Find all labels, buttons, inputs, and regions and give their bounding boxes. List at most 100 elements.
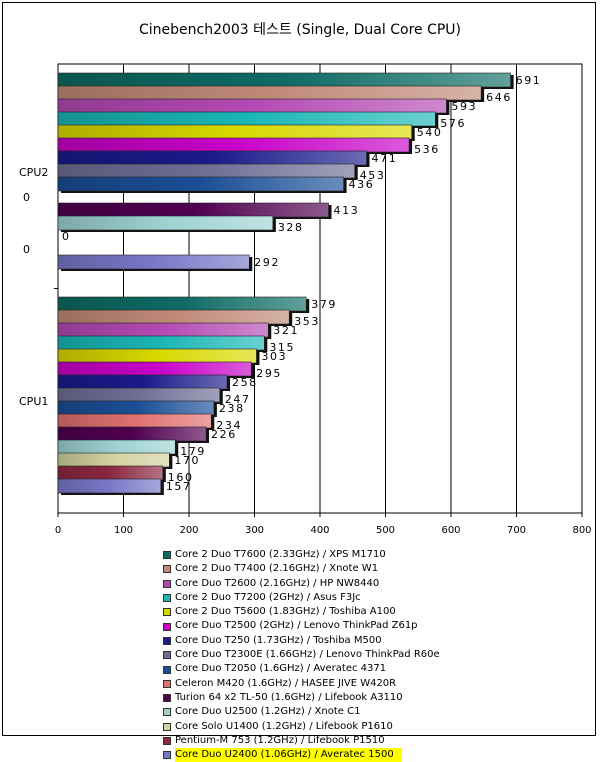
data-label: 247 bbox=[225, 393, 251, 406]
x-tick-label: 0 bbox=[55, 525, 61, 536]
legend-swatch bbox=[163, 737, 171, 745]
legend-swatch bbox=[163, 679, 171, 688]
legend-item: Core 2 Duo T7600 (2.33GHz) / XPS M1710 bbox=[163, 548, 463, 562]
legend-item: Core 2 Duo T7200 (2GHz) / Asus F3Jc bbox=[163, 591, 463, 605]
data-label: 576 bbox=[440, 117, 466, 130]
legend-swatch bbox=[163, 651, 171, 660]
legend-label: Pentium-M 753 (1.2GHz) / Lifebook P1510 bbox=[175, 734, 385, 746]
bar bbox=[57, 202, 329, 218]
legend-swatch bbox=[163, 751, 171, 760]
legend-swatch bbox=[163, 608, 171, 617]
legend-item: Core Duo U2400 (1.06GHz) / Averatec 1500 bbox=[163, 748, 463, 762]
data-label: 646 bbox=[486, 91, 512, 104]
bar bbox=[57, 176, 344, 192]
bar bbox=[57, 426, 207, 442]
legend-item: Core Solo U1400 (1.2GHz) / Lifebook P161… bbox=[163, 720, 463, 734]
legend-swatch bbox=[163, 579, 171, 588]
legend-label: Core Duo T250 (1.73GHz) / Toshiba M500 bbox=[175, 634, 382, 646]
bar bbox=[57, 254, 250, 270]
data-label: 540 bbox=[417, 126, 443, 139]
bar bbox=[57, 361, 252, 377]
legend-label: Core Duo U2400 (1.06GHz) / Averatec 1500 bbox=[175, 748, 402, 762]
legend-swatch bbox=[163, 551, 171, 560]
x-tick-label: 700 bbox=[507, 525, 526, 536]
legend-item: Turion 64 x2 TL-50 (1.6GHz) / Lifebook A… bbox=[163, 691, 463, 705]
chart-title: Cinebench2003 테스트 (Single, Dual Core CPU… bbox=[138, 22, 462, 38]
bar bbox=[57, 124, 413, 140]
legend-item: Core Duo T2050 (1.6GHz) / Averatec 4371 bbox=[163, 662, 463, 676]
data-label: 436 bbox=[349, 178, 375, 191]
bar bbox=[57, 335, 265, 351]
data-label: 691 bbox=[516, 74, 542, 87]
data-label: 179 bbox=[180, 445, 206, 458]
legend-label: Core Duo T2050 (1.6GHz) / Averatec 4371 bbox=[175, 663, 387, 675]
x-tick-label: 400 bbox=[310, 525, 329, 536]
legend-item: Pentium-M 753 (1.2GHz) / Lifebook P1510 bbox=[163, 734, 463, 748]
bar bbox=[57, 387, 221, 403]
bar bbox=[57, 111, 436, 127]
bar bbox=[57, 413, 212, 429]
legend-label: Core Duo T2500 (2GHz) / Lenovo ThinkPad … bbox=[175, 620, 418, 632]
bar bbox=[57, 98, 447, 114]
data-label: 315 bbox=[269, 341, 295, 354]
data-label: 353 bbox=[294, 315, 320, 328]
bar bbox=[57, 72, 511, 88]
x-tick-label: 300 bbox=[245, 525, 264, 536]
data-label: 536 bbox=[414, 143, 440, 156]
data-label-zero: 0 bbox=[23, 191, 32, 204]
data-label: 170 bbox=[174, 454, 200, 467]
chart-legend: Core 2 Duo T7600 (2.33GHz) / XPS M1710 Co… bbox=[163, 548, 463, 762]
legend-item: Celeron M420 (1.6GHz) / HASEE JIVE W420R bbox=[163, 677, 463, 691]
bar bbox=[57, 439, 176, 455]
legend-item: Core Duo T2500 (2GHz) / Lenovo ThinkPad … bbox=[163, 619, 463, 633]
data-label-zero: 0 bbox=[62, 230, 71, 243]
x-tick-label: 600 bbox=[441, 525, 460, 536]
category-label: CPU2 bbox=[19, 166, 48, 179]
data-label: 295 bbox=[256, 367, 282, 380]
legend-item: Core Duo T2300E (1.66GHz) / Lenovo Think… bbox=[163, 648, 463, 662]
legend-item: Core Duo T2600 (2.16GHz) / HP NW8440 bbox=[163, 577, 463, 591]
bar bbox=[57, 150, 367, 166]
legend-item: Core 2 Duo T5600 (1.83GHz) / Toshiba A10… bbox=[163, 605, 463, 619]
bar bbox=[57, 322, 269, 338]
legend-label: Core 2 Duo T7600 (2.33GHz) / XPS M1710 bbox=[175, 549, 386, 560]
bar bbox=[57, 137, 410, 153]
legend-item: Core Duo T250 (1.73GHz) / Toshiba M500 bbox=[163, 634, 463, 648]
legend-swatch bbox=[163, 594, 171, 603]
bar bbox=[57, 215, 274, 231]
data-label: 292 bbox=[254, 256, 280, 269]
legend-label: Core 2 Duo T5600 (1.83GHz) / Toshiba A10… bbox=[175, 606, 396, 618]
bar bbox=[57, 400, 215, 416]
x-tick-label: 500 bbox=[376, 525, 395, 536]
data-label: 321 bbox=[273, 324, 299, 337]
legend-label: Core Solo U1400 (1.2GHz) / Lifebook P161… bbox=[175, 720, 393, 732]
bar bbox=[57, 163, 356, 179]
legend-label: Core 2 Duo T7400 (2.16GHz) / Xnote W1 bbox=[175, 563, 379, 575]
legend-swatch bbox=[163, 565, 171, 574]
data-label: 238 bbox=[219, 402, 245, 415]
legend-swatch bbox=[163, 665, 171, 674]
data-label: 226 bbox=[211, 428, 237, 441]
legend-label: Celeron M420 (1.6GHz) / HASEE JIVE W420R bbox=[175, 677, 397, 689]
data-label: 593 bbox=[451, 100, 477, 113]
legend-label: Turion 64 x2 TL-50 (1.6GHz) / Lifebook A… bbox=[175, 691, 403, 703]
legend-item: Core 2 Duo T7400 (2.16GHz) / Xnote W1 bbox=[163, 562, 463, 576]
data-label: 453 bbox=[360, 169, 386, 182]
data-label: 258 bbox=[232, 376, 258, 389]
legend-label: Core Duo T2600 (2.16GHz) / HP NW8440 bbox=[175, 577, 380, 589]
legend-swatch bbox=[163, 622, 171, 631]
x-tick-label: 800 bbox=[572, 525, 591, 536]
legend-label: Core Duo U2500 (1.2GHz) / Xnote C1 bbox=[175, 706, 361, 718]
data-label: 160 bbox=[168, 471, 194, 484]
legend-item: Core Duo U2500 (1.2GHz) / Xnote C1 bbox=[163, 705, 463, 719]
data-label: 413 bbox=[334, 204, 360, 217]
legend-swatch bbox=[163, 708, 171, 717]
legend-swatch bbox=[163, 636, 171, 645]
data-label: 157 bbox=[166, 480, 192, 493]
bar bbox=[57, 452, 170, 468]
bar bbox=[57, 309, 290, 325]
data-label-zero: 0 bbox=[23, 243, 32, 256]
category-label: CPU1 bbox=[19, 395, 48, 408]
legend-swatch bbox=[163, 694, 171, 703]
bar bbox=[57, 296, 307, 312]
